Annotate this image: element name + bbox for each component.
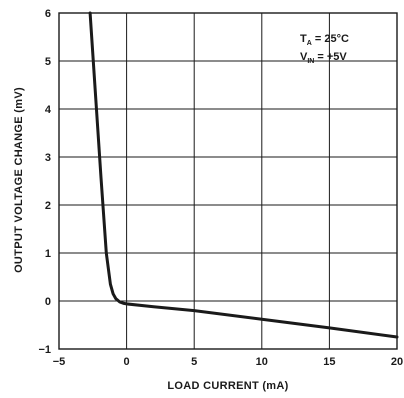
input-voltage-annotation: VIN = +5V — [300, 51, 347, 65]
x-tick-label: 15 — [323, 356, 335, 368]
y-tick-label: 5 — [45, 56, 51, 68]
y-tick-labels: −1 0 1 2 3 4 5 6 — [38, 8, 51, 356]
grid-lines — [58, 12, 398, 350]
x-tick-label: 10 — [256, 356, 268, 368]
temperature-annotation: TA = 25°C — [300, 33, 349, 47]
y-tick-label: −1 — [38, 344, 51, 356]
plot-frame — [58, 12, 398, 350]
y-tick-label: 3 — [45, 152, 51, 164]
y-tick-label: 2 — [45, 200, 51, 212]
series-line — [88, 11, 399, 339]
y-tick-label: 4 — [45, 104, 52, 116]
y-tick-label: 1 — [45, 248, 51, 260]
y-axis-label: OUTPUT VOLTAGE CHANGE (mV) — [13, 87, 25, 273]
x-tick-label: −5 — [53, 356, 66, 368]
x-tick-labels: −5 0 5 10 15 20 — [53, 356, 403, 368]
y-tick-label: 0 — [45, 296, 51, 308]
x-axis-label: LOAD CURRENT (mA) — [167, 380, 288, 392]
y-tick-label: 6 — [45, 8, 51, 20]
x-tick-label: 20 — [391, 356, 403, 368]
x-tick-label: 5 — [191, 356, 197, 368]
x-tick-label: 0 — [124, 356, 130, 368]
